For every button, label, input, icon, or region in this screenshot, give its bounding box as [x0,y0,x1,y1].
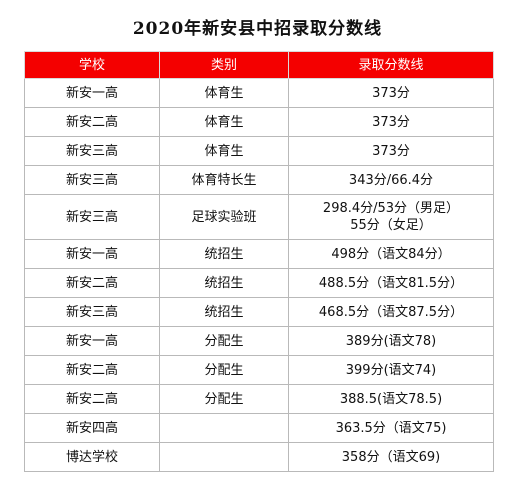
cell-category: 分配生 [159,355,289,385]
page-title: 2020年新安县中招录取分数线 [132,19,383,39]
cell-score: 358分（语文69) [288,442,494,472]
table-row: 新安二高 分配生 388.5(语文78.5) [24,384,494,414]
cell-school: 新安三高 [24,297,160,327]
cell-school: 新安一高 [24,78,160,108]
score-line: 55分（女足） [350,218,432,233]
score-line: 468.5分（语文87.5分） [318,304,464,320]
cell-score: 498分（语文84分） [288,239,494,269]
header-school: 学校 [24,51,160,79]
cell-category: 体育生 [159,136,289,166]
cell-school: 新安四高 [24,413,160,443]
cell-category: 足球实验班 [159,194,289,240]
table-row: 新安二高 统招生 488.5分（语文81.5分） [24,268,494,298]
table-row: 博达学校 358分（语文69) [24,442,494,472]
table-body: 新安一高 体育生 373分 新安二高 体育生 373分 新安三高 体育生 373分 新安三高 体育特… [24,78,494,472]
table-row: 新安一高 统招生 498分（语文84分） [24,239,494,269]
cell-score: 488.5分（语文81.5分） [288,268,494,298]
cell-score: 399分(语文74) [288,355,494,385]
table-row: 新安二高 分配生 399分(语文74) [24,355,494,385]
cell-score: 468.5分（语文87.5分） [288,297,494,327]
cell-school: 新安三高 [24,194,160,240]
cell-score: 388.5(语文78.5) [288,384,494,414]
score-line: 388.5(语文78.5) [339,391,443,407]
cell-school: 新安一高 [24,326,160,356]
cell-school: 新安二高 [24,268,160,298]
score-line: 298.4分/53分（男足） [322,201,460,216]
score-line: 363.5分（语文75) [335,420,447,436]
table-header-row: 学校 类别 录取分数线 [24,51,494,79]
cell-school: 新安三高 [24,136,160,166]
score-line: 373分 [372,85,410,101]
cell-score: 363.5分（语文75) [288,413,494,443]
score-line: 498分（语文84分） [331,246,451,262]
table-row: 新安三高 体育特长生 343分/66.4分 [24,165,494,195]
admission-score-table: 学校 类别 录取分数线 新安一高 体育生 373分 新安二高 体育生 373分 新安三高 体育… [24,51,494,472]
score-line: 389分(语文78) [345,333,437,349]
score-line: 399分(语文74) [345,362,437,378]
cell-school: 博达学校 [24,442,160,472]
cell-category: 统招生 [159,239,289,269]
cell-school: 新安一高 [24,239,160,269]
score-line: 343分/66.4分 [348,172,434,188]
score-line: 373分 [372,143,410,159]
cell-category: 体育生 [159,78,289,108]
cell-school: 新安二高 [24,355,160,385]
cell-score: 373分 [288,107,494,137]
cell-category: 统招生 [159,297,289,327]
cell-score: 298.4分/53分（男足） 55分（女足） [288,194,494,240]
cell-school: 新安二高 [24,107,160,137]
cell-category [159,442,289,472]
header-score: 录取分数线 [288,51,494,79]
table-row: 新安三高 统招生 468.5分（语文87.5分） [24,297,494,327]
cell-category: 分配生 [159,326,289,356]
cell-category: 分配生 [159,384,289,414]
table-row: 新安四高 363.5分（语文75) [24,413,494,443]
score-line: 358分（语文69) [341,449,441,465]
cell-score: 389分(语文78) [288,326,494,356]
table-row: 新安三高 体育生 373分 [24,136,494,166]
cell-category [159,413,289,443]
table-row: 新安一高 分配生 389分(语文78) [24,326,494,356]
cell-score: 343分/66.4分 [288,165,494,195]
table-row: 新安三高 足球实验班 298.4分/53分（男足） 55分（女足） [24,194,494,240]
cell-score: 373分 [288,136,494,166]
cell-school: 新安二高 [24,384,160,414]
cell-category: 统招生 [159,268,289,298]
score-line: 373分 [372,114,410,130]
header-category: 类别 [159,51,289,79]
cell-category: 体育生 [159,107,289,137]
cell-score: 373分 [288,78,494,108]
cell-school: 新安三高 [24,165,160,195]
cell-category: 体育特长生 [159,165,289,195]
table-row: 新安一高 体育生 373分 [24,78,494,108]
table-row: 新安二高 体育生 373分 [24,107,494,137]
score-line: 488.5分（语文81.5分） [318,275,464,291]
